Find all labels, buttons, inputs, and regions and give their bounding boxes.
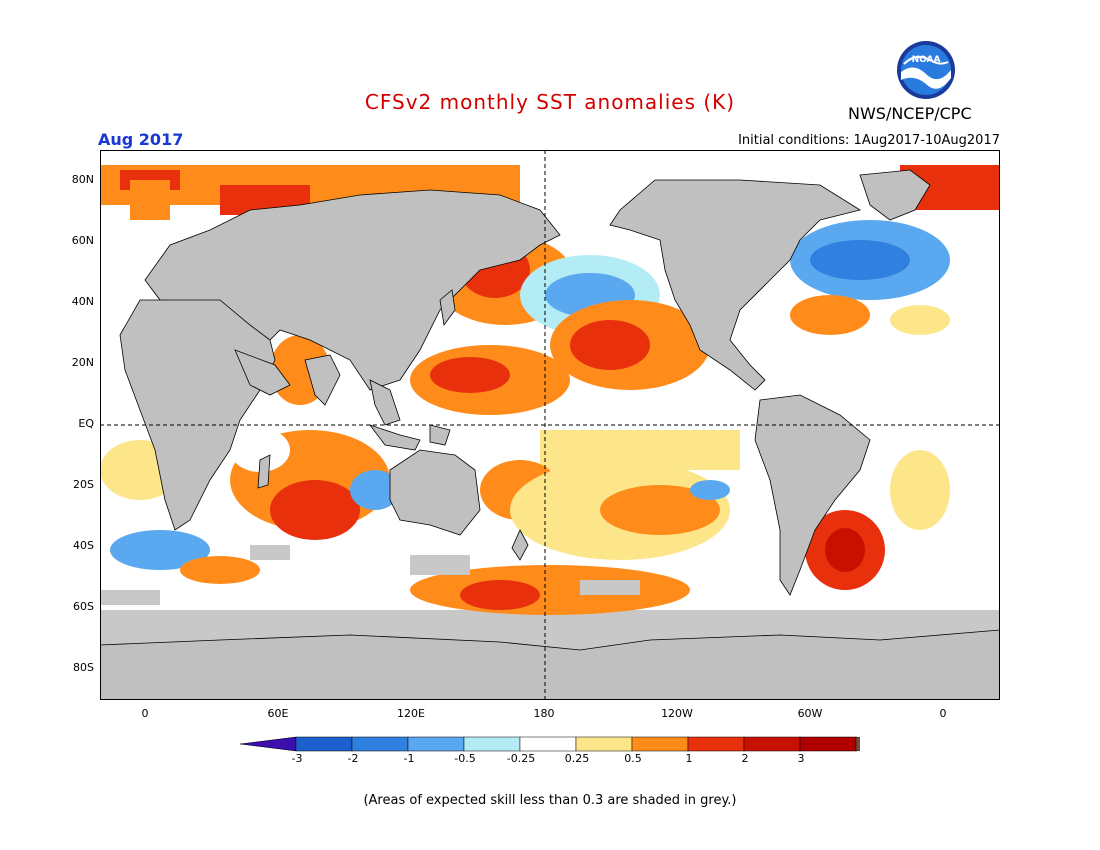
colorbar-cell — [575, 736, 633, 752]
lat-label: EQ — [78, 417, 94, 430]
lat-label: 60S — [73, 600, 94, 613]
map-title: CFSv2 monthly SST anomalies (K) — [364, 90, 736, 114]
noaa-logo-icon: NOAA — [897, 41, 955, 99]
colorbar-label: 1 — [685, 752, 693, 765]
forecast-month: Aug 2017 — [98, 130, 184, 149]
lon-label: 120E — [397, 707, 425, 720]
colorbar-cell — [351, 736, 409, 752]
lat-label: 80S — [73, 661, 94, 674]
colorbar-cell — [407, 736, 465, 752]
colorbar-label: -2 — [347, 752, 359, 765]
lat-label: 40N — [71, 295, 94, 308]
lon-label: 180 — [533, 707, 555, 720]
colorbar-label: 0.5 — [624, 752, 642, 765]
lon-label: 60W — [797, 707, 823, 720]
colorbar-label: 2 — [741, 752, 749, 765]
initial-conditions: Initial conditions: 1Aug2017-10Aug2017 — [738, 133, 1000, 148]
colorbar-cell — [240, 736, 297, 752]
lat-label: 80N — [71, 173, 94, 186]
colorbar-cell — [687, 736, 745, 752]
lon-label: 0 — [141, 707, 149, 720]
land-masses — [100, 169, 1000, 700]
colorbar-cell — [631, 736, 689, 752]
colorbar-label: -3 — [291, 752, 303, 765]
colorbar-cell — [855, 736, 860, 752]
colorbar — [240, 736, 860, 752]
lon-label: 0 — [939, 707, 947, 720]
lon-label: 120W — [661, 707, 693, 720]
colorbar-label: -0.25 — [506, 752, 536, 765]
colorbar-label: -0.5 — [454, 752, 476, 765]
lat-label: 40S — [73, 539, 94, 552]
logo-text: NOAA — [912, 55, 941, 65]
colorbar-cell — [295, 736, 353, 752]
lon-label: 60E — [267, 707, 289, 720]
lat-label: 60N — [71, 234, 94, 247]
sst-anomaly-map — [100, 150, 1000, 700]
colorbar-cell — [743, 736, 801, 752]
colorbar-cell — [799, 736, 857, 752]
colorbar-label: 3 — [797, 752, 805, 765]
colorbar-cell — [519, 736, 577, 752]
colorbar-label: -1 — [403, 752, 415, 765]
lat-label: 20N — [71, 356, 94, 369]
agency-label: NWS/NCEP/CPC — [848, 104, 972, 123]
colorbar-label: 0.25 — [564, 752, 590, 765]
colorbar-cell — [463, 736, 521, 752]
skill-note: (Areas of expected skill less than 0.3 a… — [363, 793, 737, 808]
lat-label: 20S — [73, 478, 94, 491]
